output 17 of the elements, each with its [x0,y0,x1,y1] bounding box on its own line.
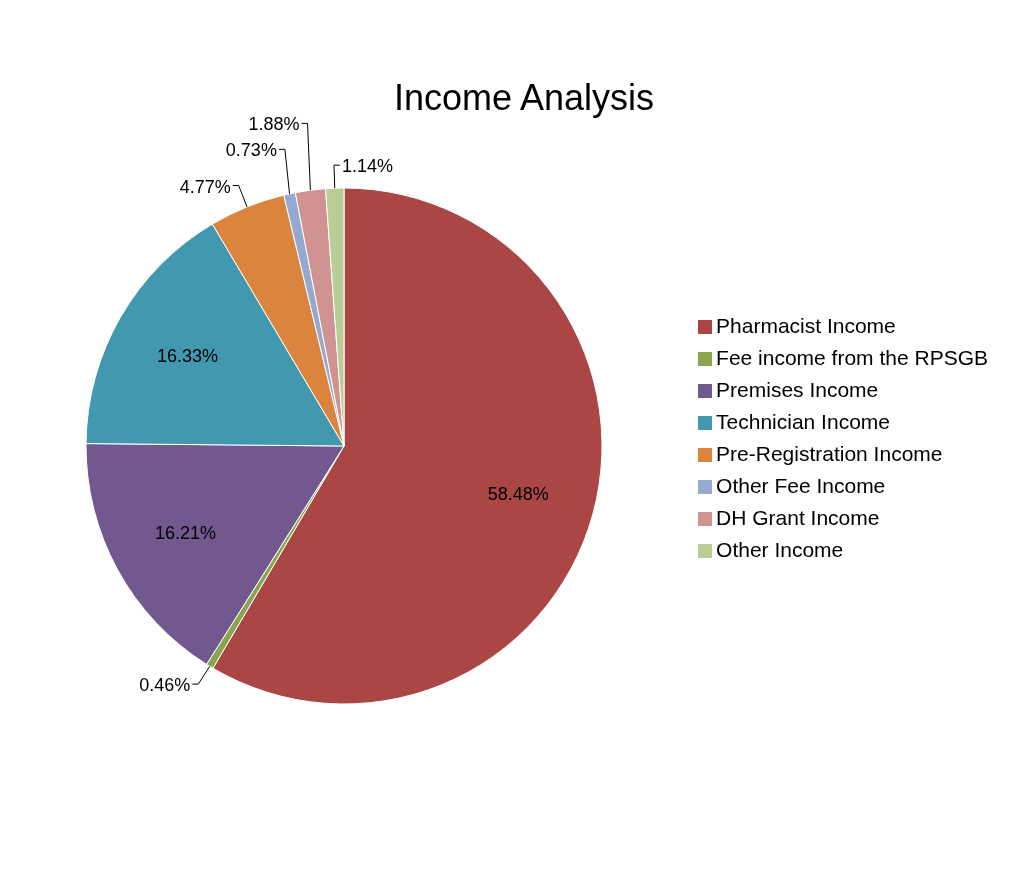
legend-label: Premises Income [716,378,879,401]
legend-label: Pharmacist Income [716,314,896,337]
legend-label: Other Income [716,538,844,561]
data-label: 0.46% [139,675,191,696]
chart-title: Income Analysis [393,77,655,118]
legend-label: Other Fee Income [716,474,886,497]
data-label: 58.48% [487,483,549,504]
data-label: 0.73% [225,140,277,161]
data-label: 16.21% [154,522,217,543]
data-label: 1.88% [248,114,300,135]
data-label: 1.14% [341,156,394,177]
legend-label: Technician Income [716,410,890,433]
legend-label: Pre-Registration Income [716,442,943,465]
legend-label: Fee income from the RPSGB [716,346,988,369]
data-label: 4.77% [179,176,231,197]
legend-label: DH Grant Income [716,506,880,529]
data-label: 16.33% [156,345,219,366]
